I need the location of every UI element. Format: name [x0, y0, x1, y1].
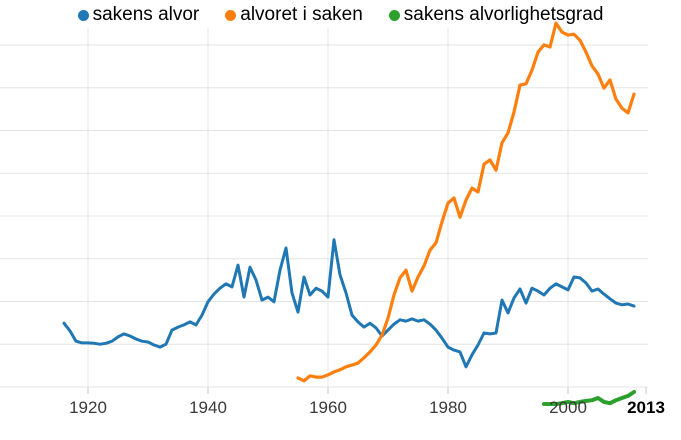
series-line-sakens-alvor	[62, 238, 636, 369]
series-line-sakens-alvorlighetsgrad	[542, 390, 636, 406]
legend-item-alvoret-i-saken[interactable]: alvoret i saken	[225, 3, 363, 27]
x-axis-label-2000: 2000	[549, 398, 587, 417]
x-axis: 1920 1940 1960 1980 2000 2013	[0, 398, 681, 428]
x-axis-label-1920: 1920	[69, 398, 107, 417]
legend-item-label: alvoret i saken	[240, 4, 363, 25]
legend-item-sakens-alvorlighetsgrad[interactable]: sakens alvorlighetsgrad	[388, 3, 604, 27]
legend-dot-icon	[225, 9, 237, 21]
chart-legend: sakens alvor alvoret i saken sakens alvo…	[0, 3, 681, 27]
x-axis-label-1940: 1940	[189, 398, 227, 417]
legend-dot-icon	[388, 9, 400, 21]
x-axis-label-2013: 2013	[627, 398, 665, 417]
legend-item-label: sakens alvor	[92, 4, 200, 25]
x-axis-label-1980: 1980	[429, 398, 467, 417]
legend-item-sakens-alvor[interactable]: sakens alvor	[77, 3, 200, 27]
x-axis-label-1960: 1960	[309, 398, 347, 417]
series-line-alvoret-i-saken	[296, 21, 636, 383]
legend-item-label: sakens alvorlighetsgrad	[403, 4, 604, 25]
legend-dot-icon	[77, 9, 89, 21]
